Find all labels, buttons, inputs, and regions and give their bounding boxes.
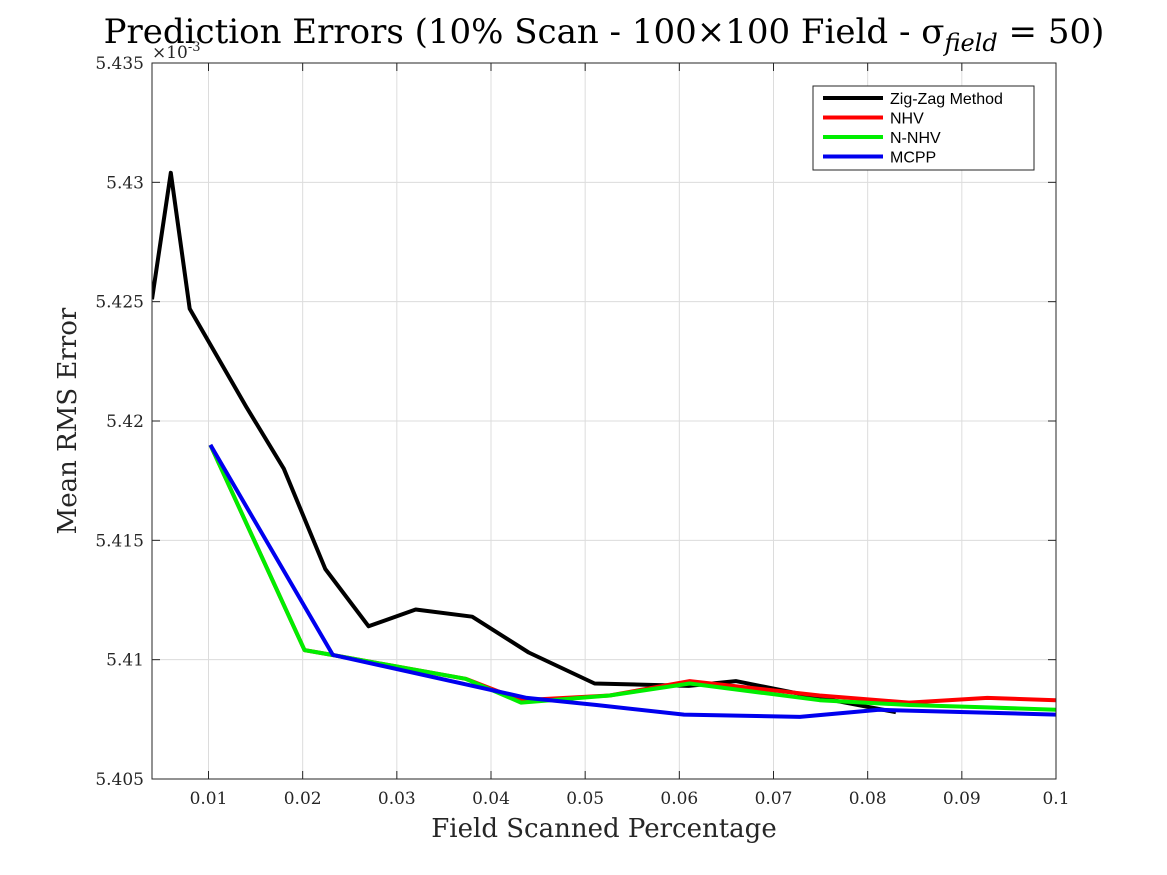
title-subscript: field [942, 29, 997, 57]
y-exponent-label: ×10-3 [152, 40, 201, 63]
series-line-n-nhv [208, 444, 1056, 712]
y-tick-label: 5.43 [106, 173, 144, 193]
x-tick-labels: 0.01 0.02 0.03 0.04 0.05 0.06 0.07 0.08 0.09 0.1 [190, 789, 1070, 809]
x-tick-label: 0.05 [566, 789, 604, 809]
y-axis-label: Mean RMS Error [53, 307, 83, 534]
title-suffix: = 50) [998, 12, 1105, 52]
y-exponent-power: -3 [188, 40, 201, 55]
x-tick-label: 0.1 [1042, 789, 1069, 809]
y-tick-label: 5.405 [95, 770, 144, 790]
x-tick-label: 0.08 [849, 789, 887, 809]
y-tick-label: 5.415 [95, 531, 144, 551]
legend: Zig-Zag Method NHV N-NHV MCPP [812, 85, 1035, 171]
y-exponent-base: ×10 [152, 43, 188, 63]
legend-label-mcpp: MCPP [890, 150, 936, 167]
y-tick-label: 5.435 [95, 54, 144, 74]
y-tick-label: 5.425 [95, 293, 144, 313]
x-tick-label: 0.03 [378, 789, 416, 809]
x-tick-label: 0.01 [190, 789, 228, 809]
legend-label-zig-zag-method: Zig-Zag Method [890, 91, 1003, 108]
y-tick-labels: 5.405 5.41 5.415 5.42 5.425 5.43 5.435 [95, 54, 144, 790]
x-tick-label: 0.04 [472, 789, 510, 809]
x-tick-label: 0.02 [284, 789, 322, 809]
x-tick-label: 0.06 [660, 789, 698, 809]
ticks [152, 62, 1057, 780]
legend-label-nhv: NHV [890, 111, 924, 128]
chart-title: Prediction Errors (10% Scan - 100×100 Fi… [104, 12, 1105, 57]
y-tick-label: 5.41 [106, 651, 144, 671]
title-main: Prediction Errors (10% Scan - 100×100 Fi… [104, 12, 945, 52]
series-line-mcpp [208, 443, 1056, 719]
x-axis-label: Field Scanned Percentage [431, 814, 776, 844]
y-tick-label: 5.42 [106, 412, 144, 432]
svg-text:Prediction Errors (10% Scan -: Prediction Errors (10% Scan - 100×100 Fi… [104, 12, 1105, 57]
x-tick-label: 0.09 [943, 789, 981, 809]
x-tick-label: 0.07 [755, 789, 793, 809]
legend-label-n-nhv: N-NHV [890, 130, 941, 147]
series-group [152, 170, 1056, 719]
